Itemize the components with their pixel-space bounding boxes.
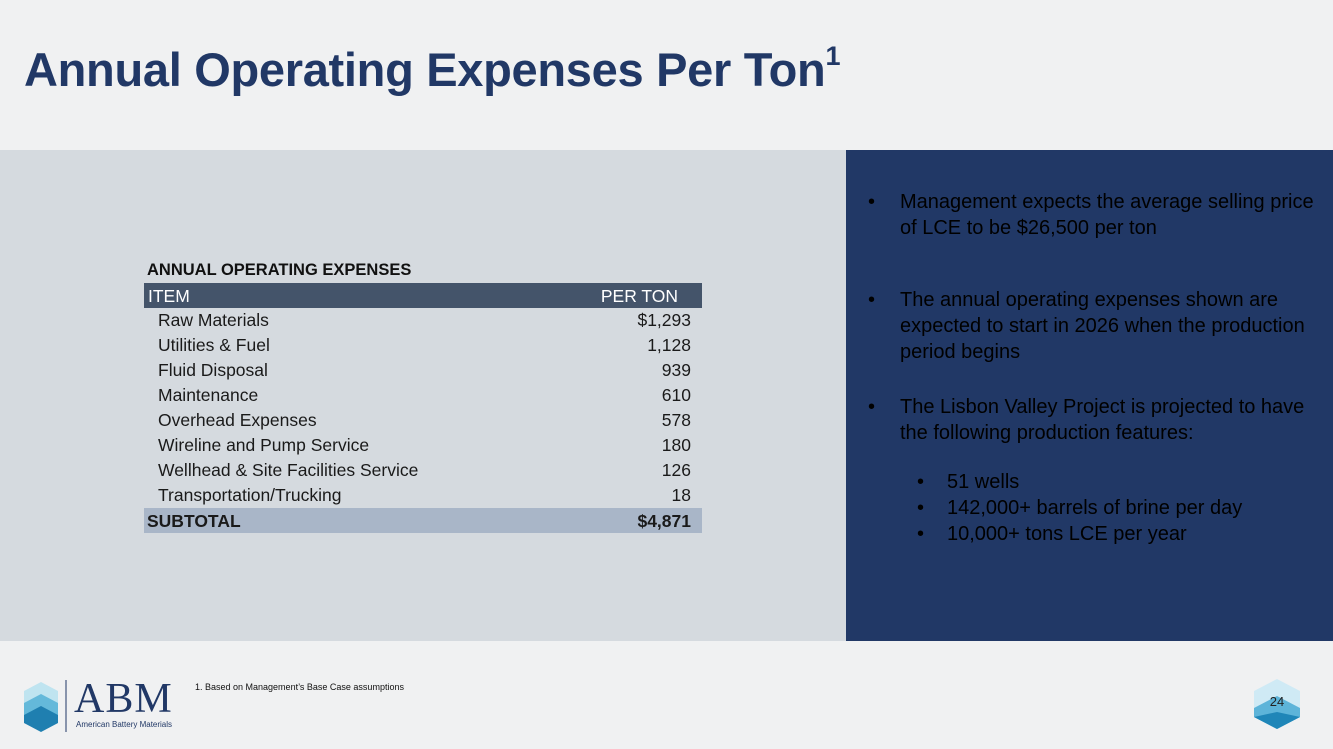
bullet-dot: •	[868, 396, 876, 418]
sub-bullet-item: • 142,000+ barrels of brine per day	[917, 495, 1327, 521]
row-item: Wellhead & Site Facilities Service	[158, 460, 419, 480]
bullet-text: The Lisbon Valley Project is projected t…	[900, 396, 1305, 444]
bullet-dot: •	[917, 497, 925, 519]
sub-bullet-text: 142,000+ barrels of brine per day	[947, 497, 1243, 519]
bullet-dot: •	[868, 289, 876, 311]
bullet-dot: •	[868, 191, 876, 213]
subtotal-row: SUBTOTAL $4,871	[144, 508, 702, 533]
sub-bullet-text: 51 wells	[947, 471, 1020, 493]
logo-wordmark: ABM	[74, 676, 173, 722]
row-value: 578	[661, 410, 691, 430]
row-value: 180	[661, 435, 691, 455]
operating-expenses-table: ITEM PER TON Raw Materials $1,293 Utilit…	[144, 283, 702, 533]
row-item: Utilities & Fuel	[158, 335, 270, 355]
page-number: 24	[1269, 694, 1285, 709]
table-row: Raw Materials $1,293	[144, 308, 702, 333]
bullet-item: • The Lisbon Valley Project is projected…	[868, 394, 1320, 446]
bullet-panel	[846, 150, 1333, 641]
page-title: Annual Operating Expenses Per Ton1	[24, 41, 841, 97]
table-row: Overhead Expenses 578	[144, 408, 702, 433]
row-value: 1,128	[647, 335, 691, 355]
row-item: Wireline and Pump Service	[158, 435, 370, 455]
table-row: Wellhead & Site Facilities Service 126	[144, 458, 702, 483]
row-item: Overhead Expenses	[158, 410, 317, 430]
title-footnote-marker: 1	[825, 41, 841, 72]
row-item: Maintenance	[158, 385, 259, 405]
row-item: Fluid Disposal	[158, 360, 268, 380]
table-row: Fluid Disposal 939	[144, 358, 702, 383]
bullet-text: Management expects the average selling p…	[900, 191, 1314, 239]
bullet-item: • Management expects the average selling…	[868, 189, 1320, 241]
table-row: Wireline and Pump Service 180	[144, 433, 702, 458]
table-row: Maintenance 610	[144, 383, 702, 408]
footnote: 1. Based on Management’s Base Case assum…	[195, 682, 404, 692]
table-header-row: ITEM PER TON	[144, 283, 702, 308]
row-value: 18	[671, 485, 691, 505]
subtotal-value: $4,871	[637, 511, 691, 531]
row-value: 126	[661, 460, 691, 480]
row-value: $1,293	[637, 310, 691, 330]
abm-logo-icon	[24, 680, 67, 732]
table-row: Utilities & Fuel 1,128	[144, 333, 702, 358]
row-value: 939	[661, 360, 691, 380]
bullet-text: The annual operating expenses shown are …	[900, 289, 1305, 363]
hexagon-icon	[1254, 679, 1300, 729]
row-value: 610	[661, 385, 691, 405]
row-item: Raw Materials	[158, 310, 269, 330]
table-row: Transportation/Trucking 18	[144, 483, 702, 508]
header-per-ton: PER TON	[600, 286, 678, 306]
header-item: ITEM	[148, 286, 190, 306]
table-caption: ANNUAL OPERATING EXPENSES	[147, 261, 412, 279]
bullet-dot: •	[917, 523, 925, 545]
sub-bullet-item: • 51 wells	[917, 469, 1327, 495]
page-title-text: Annual Operating Expenses Per Ton	[24, 43, 826, 96]
bullet-item: • The annual operating expenses shown ar…	[868, 287, 1320, 365]
logo-subtext: American Battery Materials	[76, 720, 173, 729]
subtotal-label: SUBTOTAL	[147, 511, 241, 531]
table-panel	[0, 150, 846, 641]
row-item: Transportation/Trucking	[158, 485, 342, 505]
bullet-dot: •	[917, 471, 925, 493]
sub-bullet-text: 10,000+ tons LCE per year	[947, 523, 1187, 545]
sub-bullet-item: • 10,000+ tons LCE per year	[917, 521, 1327, 547]
